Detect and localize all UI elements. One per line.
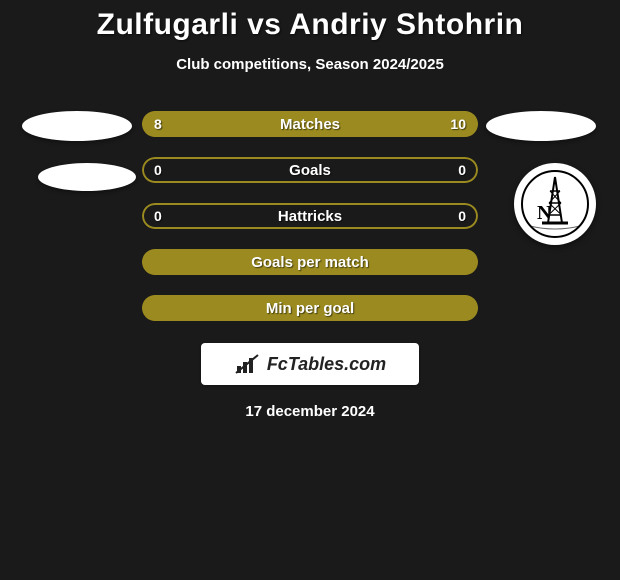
page-title: Zulfugarli vs Andriy Shtohrin <box>0 8 620 42</box>
content-row: 8 10 Matches 0 0 Goals 0 0 Hattricks Goals per ma… <box>0 111 620 321</box>
bar-label: Goals <box>289 162 331 179</box>
right-badges: N <box>482 111 602 245</box>
bar-fill-left <box>142 111 290 137</box>
bar-right-value: 10 <box>450 116 466 132</box>
bar-right-value: 0 <box>458 162 466 178</box>
date-text: 17 december 2024 <box>245 403 374 420</box>
left-badge-2 <box>38 163 136 191</box>
brand-badge[interactable]: FcTables.com <box>201 343 419 385</box>
stat-bar: Min per goal <box>142 295 478 321</box>
bar-label: Hattricks <box>278 208 342 225</box>
stat-bar: 0 0 Hattricks <box>142 203 478 229</box>
oil-derrick-icon: N <box>520 169 590 239</box>
bar-label: Goals per match <box>251 254 369 271</box>
subtitle: Club competitions, Season 2024/2025 <box>0 56 620 73</box>
right-badge-1 <box>486 111 596 141</box>
bar-right-value: 0 <box>458 208 466 224</box>
stat-bar: 0 0 Goals <box>142 157 478 183</box>
right-club-logo: N <box>514 163 596 245</box>
svg-text:N: N <box>537 202 552 224</box>
bars-column: 8 10 Matches 0 0 Goals 0 0 Hattricks Goals per ma… <box>138 111 482 321</box>
bar-left-value: 0 <box>154 208 162 224</box>
comparison-card: Zulfugarli vs Andriy Shtohrin Club compe… <box>0 0 620 420</box>
stat-bar: Goals per match <box>142 249 478 275</box>
bar-label: Matches <box>280 116 340 133</box>
left-badges <box>18 111 138 191</box>
bar-left-value: 8 <box>154 116 162 132</box>
stat-bar: 8 10 Matches <box>142 111 478 137</box>
brand-text: FcTables.com <box>267 354 386 375</box>
bar-chart-icon <box>234 353 260 375</box>
footer: FcTables.com 17 december 2024 <box>0 343 620 420</box>
left-badge-1 <box>22 111 132 141</box>
bar-label: Min per goal <box>266 300 354 317</box>
bar-left-value: 0 <box>154 162 162 178</box>
